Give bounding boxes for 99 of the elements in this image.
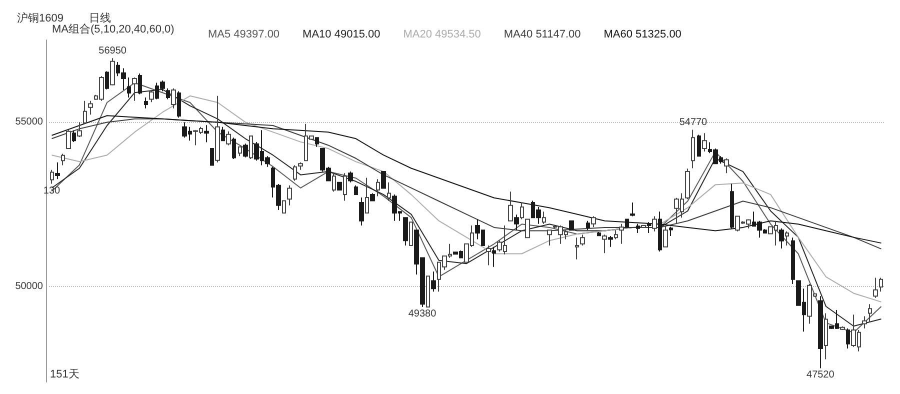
- candlestick: [249, 136, 253, 160]
- candlestick: [409, 222, 413, 246]
- candlestick: [232, 137, 236, 160]
- candlestick: [879, 277, 883, 292]
- candlestick: [586, 220, 590, 231]
- candlestick: [343, 172, 347, 202]
- candlestick: [602, 234, 607, 254]
- chart-title: 沪铜1609: [17, 12, 64, 24]
- candlestick: [724, 158, 729, 174]
- candlestick: [287, 184, 292, 206]
- candlestick: [348, 171, 353, 183]
- candlestick: [873, 277, 878, 298]
- candlestick: [625, 218, 629, 228]
- candlestick: [614, 230, 618, 240]
- candlestick: [243, 143, 248, 158]
- candlestick: [486, 245, 491, 266]
- candlestick: [431, 271, 436, 292]
- legend-title: MA组合(5,10,20,40,60,0): [52, 22, 174, 36]
- text: MA60 51325.00: [604, 28, 682, 40]
- annotation: 56950: [98, 46, 127, 57]
- candlestick: [641, 224, 646, 228]
- annotation: 49380: [408, 308, 437, 320]
- candlestick: [514, 214, 519, 231]
- candlestick: [337, 182, 342, 190]
- candlestick: [785, 230, 789, 246]
- candlestick: [492, 246, 496, 268]
- candlestick: [354, 184, 358, 196]
- candlestick: [840, 326, 845, 331]
- candlestick: [779, 228, 784, 249]
- candlestick: [149, 89, 154, 103]
- candlestick: [105, 70, 109, 90]
- candlestick: [691, 129, 695, 169]
- candlestick: [697, 134, 701, 157]
- candlestick: [315, 137, 319, 148]
- candlestick: [376, 178, 380, 197]
- text: MA20 49534.50: [403, 28, 481, 40]
- candlestick: [365, 177, 369, 214]
- candlestick: [636, 223, 640, 234]
- candlestick: [569, 220, 574, 231]
- candlestick: [608, 235, 613, 248]
- candlestick: [77, 122, 82, 138]
- y-tick-label: 50000: [15, 281, 44, 292]
- candlestick: [508, 191, 513, 222]
- candlestick: [210, 148, 214, 166]
- candlestick: [426, 276, 430, 308]
- candlestick: [55, 162, 60, 180]
- candlestick: [332, 172, 336, 192]
- candlestick: [846, 328, 850, 349]
- candlestick: [66, 130, 71, 150]
- candlestick: [370, 192, 375, 202]
- candlestick: [88, 100, 93, 116]
- candlestick: [630, 202, 635, 217]
- candlestick: [597, 232, 601, 236]
- candlestick: [50, 169, 54, 184]
- candlestick: [61, 153, 65, 166]
- text: MA5 49397.00: [208, 28, 280, 40]
- chart-subtitle: 日线: [89, 12, 111, 24]
- candlestick: [298, 162, 303, 170]
- candlestick: [282, 200, 286, 214]
- candlestick: [669, 226, 673, 236]
- annotation: 47520: [806, 370, 835, 381]
- candlestick: [730, 183, 734, 229]
- candlestick: [72, 130, 76, 142]
- annotation: 151天: [50, 368, 80, 380]
- candlestick: [647, 222, 651, 234]
- candlestick: [83, 100, 87, 124]
- candlestick: [293, 164, 297, 182]
- candlestick: [547, 230, 552, 246]
- candlestick: [685, 168, 690, 200]
- candlestick: [226, 130, 231, 146]
- candlestick: [591, 216, 596, 228]
- annotation: 130: [43, 185, 61, 196]
- candlestick: [868, 304, 872, 323]
- candlestick: [580, 234, 585, 246]
- candlestick: [824, 312, 828, 360]
- y-tick-label: 55000: [15, 116, 44, 128]
- candlestick: [204, 124, 209, 143]
- candlestick: [144, 97, 148, 109]
- text: MA40 51147.00: [504, 28, 581, 40]
- candlestick: [171, 88, 176, 109]
- candlestick: [619, 223, 624, 244]
- candlestick: [652, 216, 657, 232]
- candlestick: [791, 237, 795, 285]
- text: MA10 49015.00: [302, 28, 380, 40]
- candlestick: [110, 58, 115, 86]
- candlestick: [387, 182, 391, 202]
- candlestick: [381, 171, 386, 189]
- annotation: 54770: [679, 117, 708, 128]
- candlestick: [238, 146, 242, 157]
- candlestick: [132, 76, 137, 102]
- candlestick: [702, 132, 707, 152]
- candlestick: [862, 316, 867, 329]
- candlestick: [520, 202, 524, 220]
- candlestick: [542, 211, 546, 224]
- candlestick: [221, 126, 225, 142]
- candlestick: [359, 197, 364, 226]
- candlestick: [525, 218, 530, 238]
- candlestick: [403, 217, 408, 246]
- candlestick: [575, 237, 579, 260]
